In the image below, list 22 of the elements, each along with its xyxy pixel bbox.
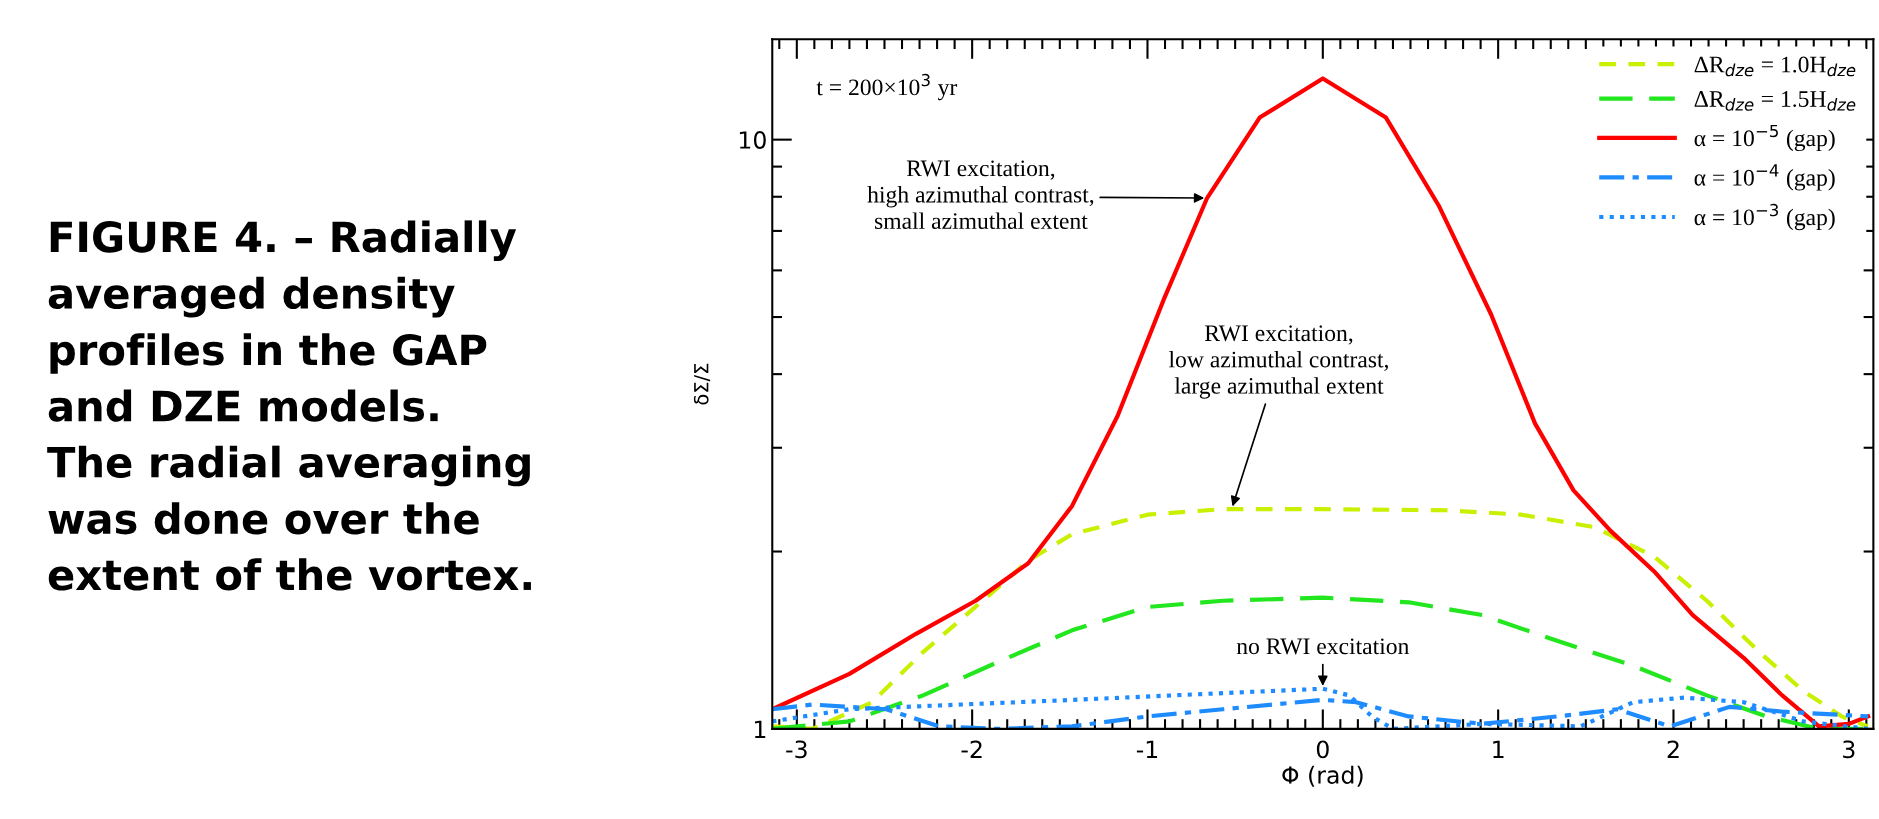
x-tick-label: -2	[961, 740, 982, 758]
x-tick-label: -1	[1136, 740, 1158, 758]
legend-label: α = 10$^{−3}$ (gap)	[1694, 203, 1835, 231]
x-tick-label: 2	[1667, 740, 1679, 758]
x-tick-label: 3	[1843, 740, 1855, 759]
line-series	[772, 686, 1871, 729]
line-series	[772, 507, 1871, 729]
legend-label: α = 10$^{−5}$ (gap)	[1694, 124, 1835, 152]
x-tick-label: -3	[786, 740, 807, 759]
annotation: t = 200×10$^{3}$ yr	[816, 73, 958, 101]
caption: FIGURE 4. – Radially averaged density profiles in the GAP and DZE models. The radial averaging was done over the extent of the vortex.	[47, 220, 531, 591]
y-tick-label: 10	[739, 131, 766, 149]
y-axis-title: δΣ/Σ	[693, 363, 711, 405]
legend-label: ΔR$_{dze}$ = 1.5H$_{dze}$	[1694, 91, 1856, 111]
annotation: RWI excitation, low azimuthal contrast, large azimuthal extent	[1168, 325, 1388, 399]
annotation: no RWI excitation	[1236, 638, 1410, 655]
x-tick-label: 0	[1316, 740, 1329, 759]
x-tick-label: 1	[1493, 740, 1504, 758]
legend-label: ΔR$_{dze}$ = 1.0H$_{dze}$	[1694, 56, 1856, 77]
x-axis-title: Φ (rad)	[1282, 765, 1363, 787]
annotation: RWI excitation, high azimuthal contrast, small azimuthal extent	[867, 160, 1094, 230]
legend-label: α = 10$^{−4}$ (gap)	[1694, 164, 1835, 191]
